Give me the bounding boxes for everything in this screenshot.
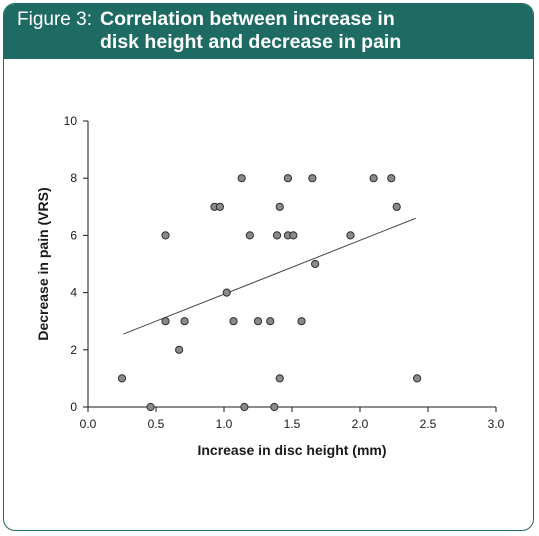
data-point [289, 231, 298, 240]
x-tick-label: 0.0 [80, 417, 97, 431]
data-point [346, 231, 355, 240]
data-point [297, 317, 306, 326]
data-point [275, 202, 284, 211]
x-tick-label: 1.5 [284, 417, 301, 431]
data-point [369, 174, 378, 183]
data-point [215, 202, 225, 211]
data-point [253, 317, 263, 326]
y-tick-label: 2 [70, 343, 77, 357]
y-tick-label: 10 [64, 114, 78, 128]
data-points [117, 174, 422, 412]
data-point [180, 317, 189, 326]
data-point [275, 374, 284, 383]
data-point [270, 402, 279, 412]
y-tick-label: 8 [70, 171, 77, 185]
y-tick-label: 0 [70, 400, 77, 414]
data-point [222, 288, 231, 297]
figure-card: Figure 3: Correlation between increase i… [3, 3, 534, 531]
x-ticks: 0.0 0.5 1.0 1.5 2.0 2.5 3.0 [80, 407, 505, 431]
data-point [175, 345, 184, 354]
figure-header: Figure 3: Correlation between increase i… [4, 4, 533, 59]
y-axis-title: Decrease in pain (VRS) [35, 187, 51, 340]
y-ticks: 0 2 4 6 8 10 [64, 114, 88, 414]
x-tick-label: 3.0 [488, 417, 505, 431]
x-tick-label: 2.5 [420, 417, 437, 431]
data-point [387, 174, 396, 183]
data-point [266, 317, 275, 326]
data-point [245, 231, 254, 240]
x-tick-label: 2.0 [352, 417, 369, 431]
y-tick-label: 6 [70, 228, 77, 242]
data-point [117, 374, 127, 383]
data-point [272, 231, 282, 240]
y-tick-label: 4 [70, 286, 77, 300]
trendline [123, 217, 416, 335]
data-point [229, 317, 238, 326]
x-axis-title: Increase in disc height (mm) [197, 442, 386, 458]
data-point [308, 174, 317, 183]
data-point [146, 402, 155, 412]
x-tick-label: 0.5 [148, 417, 165, 431]
data-point [392, 202, 401, 211]
figure-label: Figure 3: [17, 9, 92, 30]
figure-title-line-1: Correlation between increase in [100, 8, 395, 30]
x-tick-label: 1.0 [216, 417, 233, 431]
data-point [311, 259, 320, 269]
data-point [240, 402, 249, 412]
data-point [161, 231, 170, 240]
data-point [283, 174, 293, 183]
data-point [237, 174, 246, 183]
data-point [161, 317, 170, 326]
figure-title-line-2: disk height and decrease in pain [100, 31, 402, 53]
data-point [413, 374, 422, 383]
